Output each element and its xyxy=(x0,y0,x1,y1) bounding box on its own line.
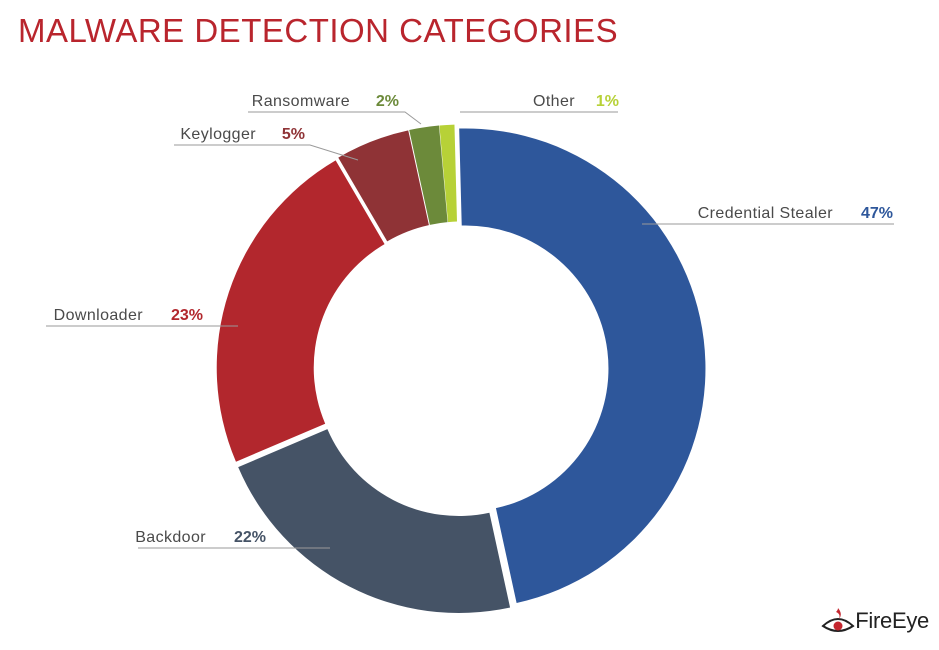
chart-title: MALWARE DETECTION CATEGORIES xyxy=(18,12,619,49)
slice-downloader xyxy=(216,160,385,462)
slice-label: Ransomware xyxy=(252,93,350,110)
slice-labels: Credential Stealer 47% Backdoor 22% Download… xyxy=(54,93,893,546)
donut-slices xyxy=(216,124,706,613)
slice-label: Keylogger xyxy=(180,126,256,143)
slice-label: Credential Stealer xyxy=(698,205,834,222)
slice-ransomware xyxy=(409,125,448,225)
logo-text: FireEye xyxy=(855,608,929,633)
slice-backdoor xyxy=(238,429,511,613)
slice-value-label: 1% xyxy=(596,93,619,110)
slice-value-label: 22% xyxy=(234,529,266,546)
slice-value-label: 2% xyxy=(376,93,399,110)
leader-lines xyxy=(46,111,894,549)
fireeye-logo: FireEye xyxy=(821,606,929,636)
slice-keylogger xyxy=(338,130,429,242)
slice-credential-stealer xyxy=(459,128,706,603)
slice-value-label: 23% xyxy=(171,307,203,324)
slice-label: Backdoor xyxy=(135,529,206,546)
slice-label: Other xyxy=(533,93,575,110)
leader-line xyxy=(248,111,422,125)
slice-value-label: 47% xyxy=(861,205,893,222)
eye-flame-icon xyxy=(821,608,855,632)
leader-line xyxy=(174,144,359,161)
slice-label: Downloader xyxy=(54,307,144,324)
slice-other xyxy=(439,124,457,223)
slice-value-label: 5% xyxy=(282,126,305,143)
